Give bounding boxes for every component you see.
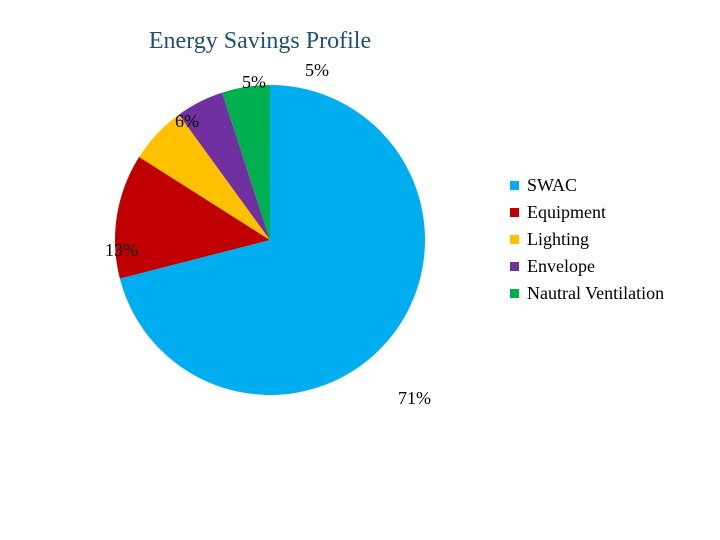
legend-marker [510,208,519,217]
pie-chart [115,85,425,395]
legend-label: SWAC [527,175,577,196]
legend-marker [510,289,519,298]
legend-marker [510,235,519,244]
legend-item: Nautral Ventilation [510,283,664,304]
legend-label: Envelope [527,256,595,277]
legend-label: Lighting [527,229,589,250]
legend-item: Envelope [510,256,664,277]
legend-item: Equipment [510,202,664,223]
legend-marker [510,262,519,271]
legend-marker [510,181,519,190]
slice-label: 6% [175,111,199,132]
slice-label: 5% [242,72,266,93]
legend: SWAC Equipment Lighting Envelope Nautral Ven… [510,175,664,310]
slice-label: 71% [398,388,431,409]
legend-item: SWAC [510,175,664,196]
legend-label: Nautral Ventilation [527,283,664,304]
legend-item: Lighting [510,229,664,250]
legend-label: Equipment [527,202,606,223]
slice-label: 13% [105,240,138,261]
slice-label: 5% [305,60,329,81]
chart-title: Energy Savings Profile [0,28,520,55]
